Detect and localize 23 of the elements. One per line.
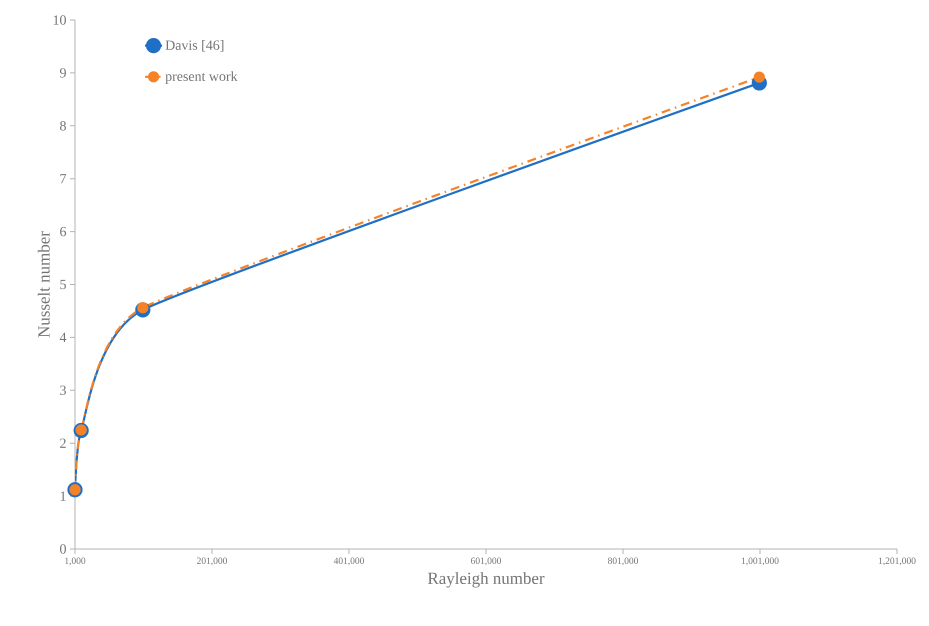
legend-label: present work xyxy=(165,71,238,84)
y-tick-label: 2 xyxy=(60,438,66,448)
y-tick-label: 5 xyxy=(60,280,66,290)
x-tick-label: 1,001,000 xyxy=(742,558,779,566)
x-tick-label: 601,000 xyxy=(471,558,502,566)
y-tick-label: 1 xyxy=(60,491,66,501)
y-tick-label: 0 xyxy=(60,544,66,554)
x-tick-label: 401,000 xyxy=(334,558,364,566)
y-axis-title: Nusselt number xyxy=(38,231,50,338)
y-tick-label: 8 xyxy=(60,121,66,131)
legend-label: Davis [46] xyxy=(166,40,224,52)
x-tick-label: 1,000 xyxy=(65,558,86,566)
y-tick-label: 6 xyxy=(60,226,66,236)
x-axis-title: Rayleigh number xyxy=(428,572,544,588)
x-tick-label: 801,000 xyxy=(608,558,638,566)
x-tick-label: 201,000 xyxy=(197,558,228,566)
point xyxy=(754,72,765,83)
y-tick-label: 10 xyxy=(54,15,66,25)
y-tick-label: 4 xyxy=(60,332,66,342)
x-tick-label: 1,201,000 xyxy=(878,558,916,566)
y-tick-label: 9 xyxy=(60,68,66,78)
y-tick-label: 3 xyxy=(60,386,66,395)
y-tick-label: 7 xyxy=(60,174,66,184)
